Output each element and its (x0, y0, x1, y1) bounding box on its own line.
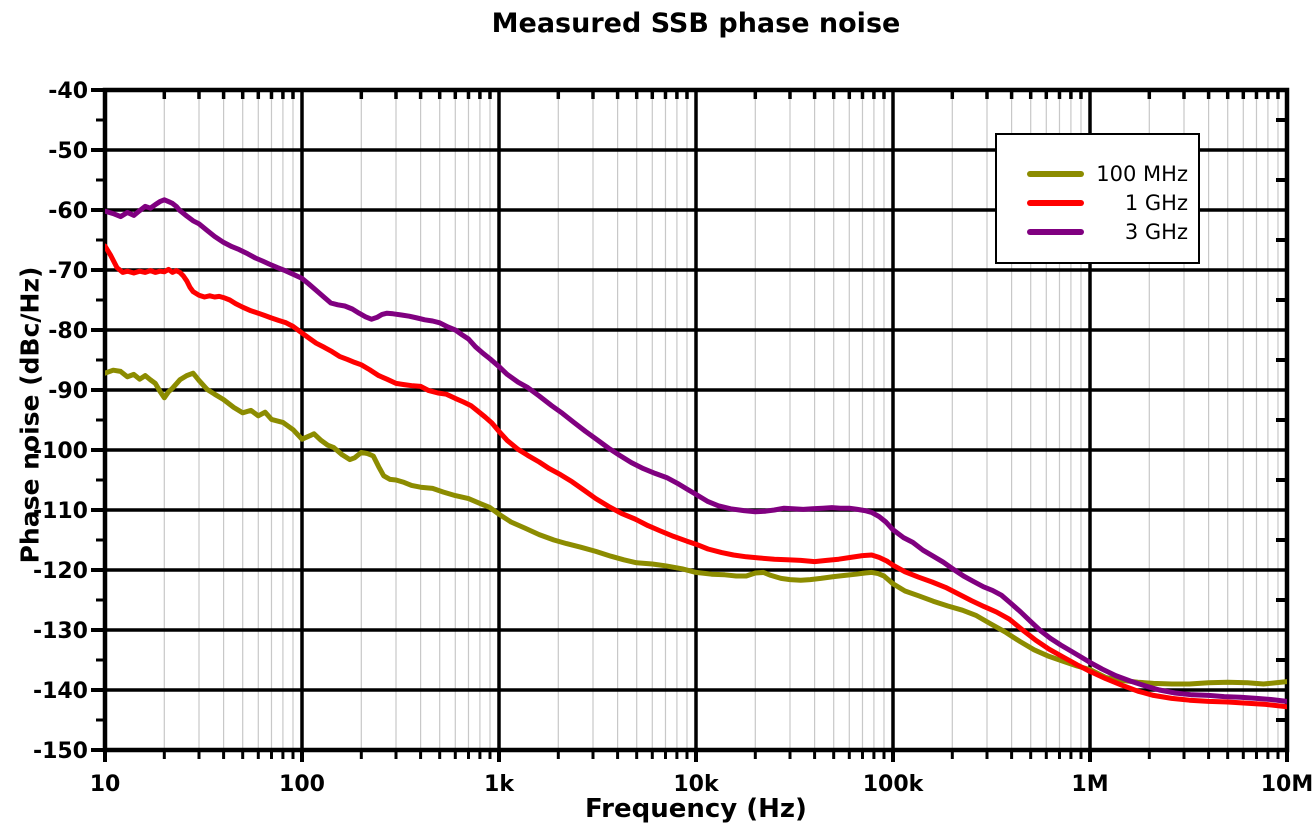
x-tick-label: 100 (279, 772, 325, 797)
legend-item: 100 MHz (997, 159, 1198, 188)
y-tick-label: -100 (33, 439, 88, 464)
legend-swatch-3ghz-line (1027, 228, 1084, 235)
y-tick-label: -110 (33, 499, 88, 524)
legend-label: 1 GHz (1124, 190, 1188, 215)
legend-item: 1 GHz (997, 188, 1198, 217)
y-tick-label: -90 (48, 379, 88, 404)
y-tick-label: -60 (48, 199, 88, 224)
legend-label: 100 MHz (1096, 161, 1188, 186)
y-tick-label: -140 (33, 679, 88, 704)
x-tick-label: 10k (673, 772, 720, 797)
legend-swatch-100mhz-line (1027, 170, 1084, 177)
x-axis-label: Frequency (Hz) (585, 794, 807, 824)
legend-item: 3 GHz (997, 217, 1198, 246)
y-tick-label: -130 (33, 619, 88, 644)
chart-title: Measured SSB phase noise (491, 8, 901, 39)
series-line-3-ghz (105, 197, 1287, 704)
y-axis-label: Phase noise (dBc/Hz) (15, 266, 45, 564)
legend: 100 MHz 1 GHz 3 GHz (995, 133, 1200, 264)
x-tick-label: 1k (484, 772, 515, 797)
x-tick-label: 1M (1071, 772, 1108, 797)
legend-swatch-1ghz-line (1027, 199, 1084, 206)
x-tick-label: 100k (863, 772, 925, 797)
x-tick-label: 10 (90, 772, 121, 797)
y-tick-label: -80 (48, 319, 88, 344)
x-tick-label: 10M (1261, 772, 1314, 797)
y-tick-label: -150 (33, 739, 88, 764)
y-tick-label: -120 (33, 559, 88, 584)
y-tick-label: -40 (48, 79, 88, 104)
y-tick-label: -50 (48, 139, 88, 164)
legend-label: 3 GHz (1124, 219, 1188, 244)
series-line-1-ghz (105, 243, 1287, 710)
y-tick-label: -70 (48, 259, 88, 284)
series-line-100-mhz (105, 367, 1287, 687)
